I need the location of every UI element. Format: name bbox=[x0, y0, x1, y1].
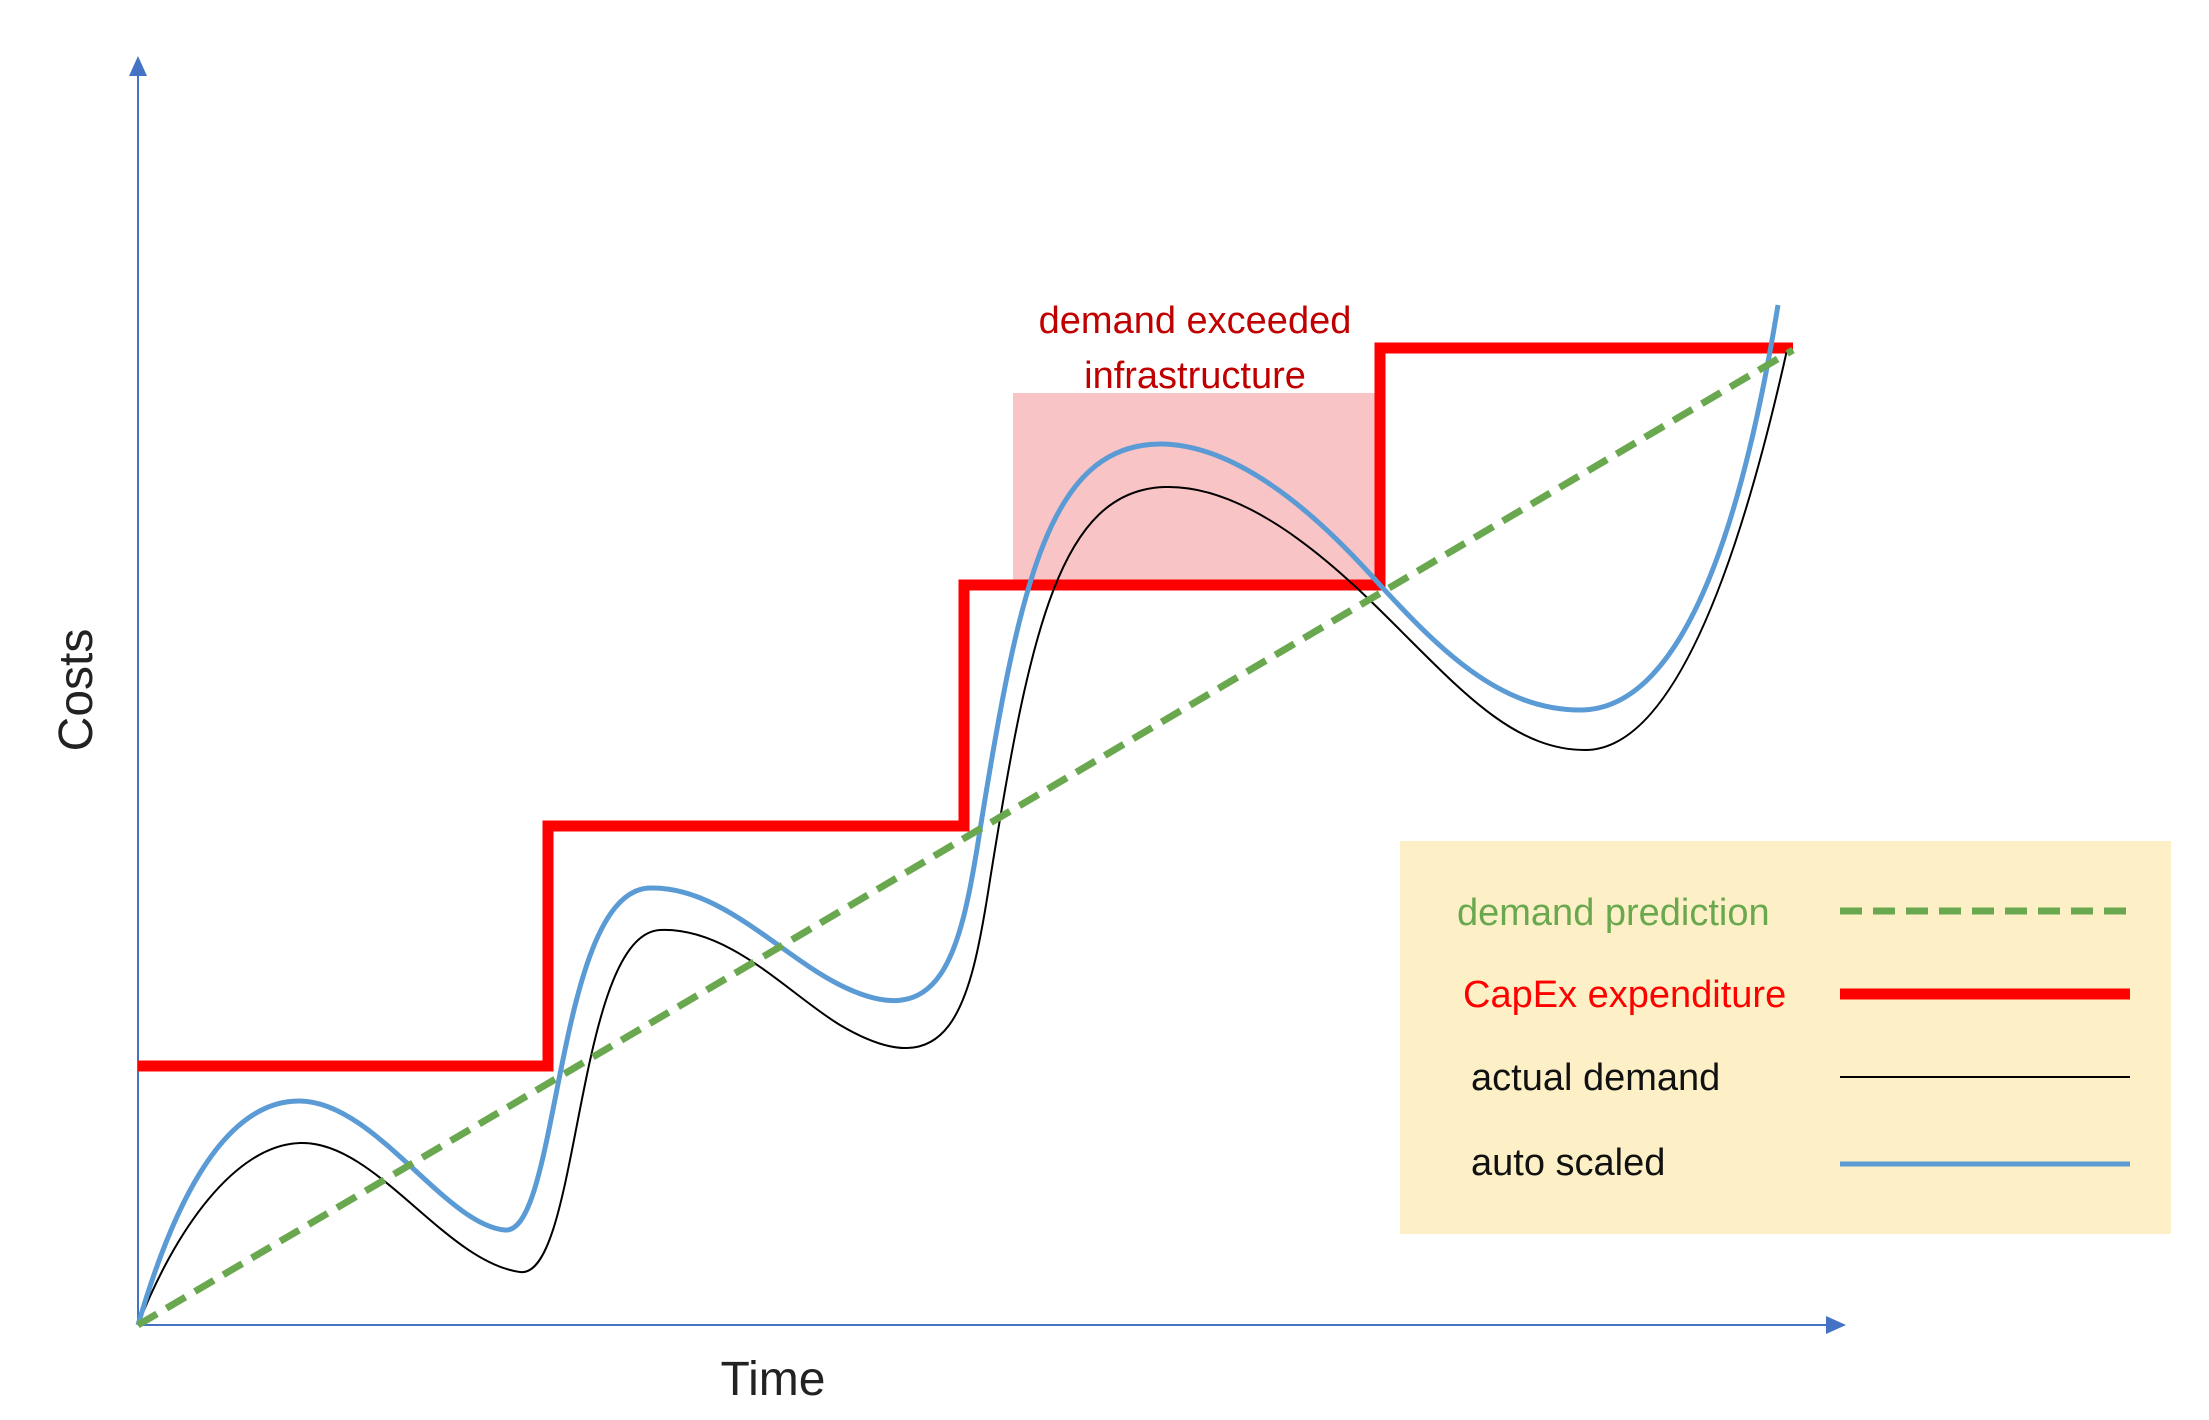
y-axis-label: Costs bbox=[50, 629, 103, 752]
auto-scaled-line bbox=[135, 304, 1781, 1326]
demand-prediction-line bbox=[136, 346, 1795, 1329]
capex-expenditure-line bbox=[138, 342, 1793, 1072]
demand-exceeded-region bbox=[1013, 393, 1375, 581]
y-axis-arrow-icon bbox=[129, 56, 147, 76]
x-axis-label: Time bbox=[721, 1353, 826, 1406]
axes bbox=[129, 56, 1846, 1334]
legend: demand prediction CapEx expenditure actu… bbox=[1400, 841, 2171, 1234]
legend-background bbox=[1400, 841, 2171, 1234]
legend-label-demand-prediction: demand prediction bbox=[1457, 892, 1770, 934]
actual-demand-line bbox=[137, 349, 1788, 1326]
legend-label-auto-scaled: auto scaled bbox=[1471, 1142, 1665, 1184]
annotation-line2: infrastructure bbox=[1084, 355, 1306, 397]
x-axis-arrow-icon bbox=[1826, 1316, 1846, 1334]
legend-label-actual-demand: actual demand bbox=[1471, 1057, 1720, 1099]
annotation-line1: demand exceeded bbox=[1039, 300, 1352, 342]
legend-label-capex-expenditure: CapEx expenditure bbox=[1463, 974, 1786, 1016]
